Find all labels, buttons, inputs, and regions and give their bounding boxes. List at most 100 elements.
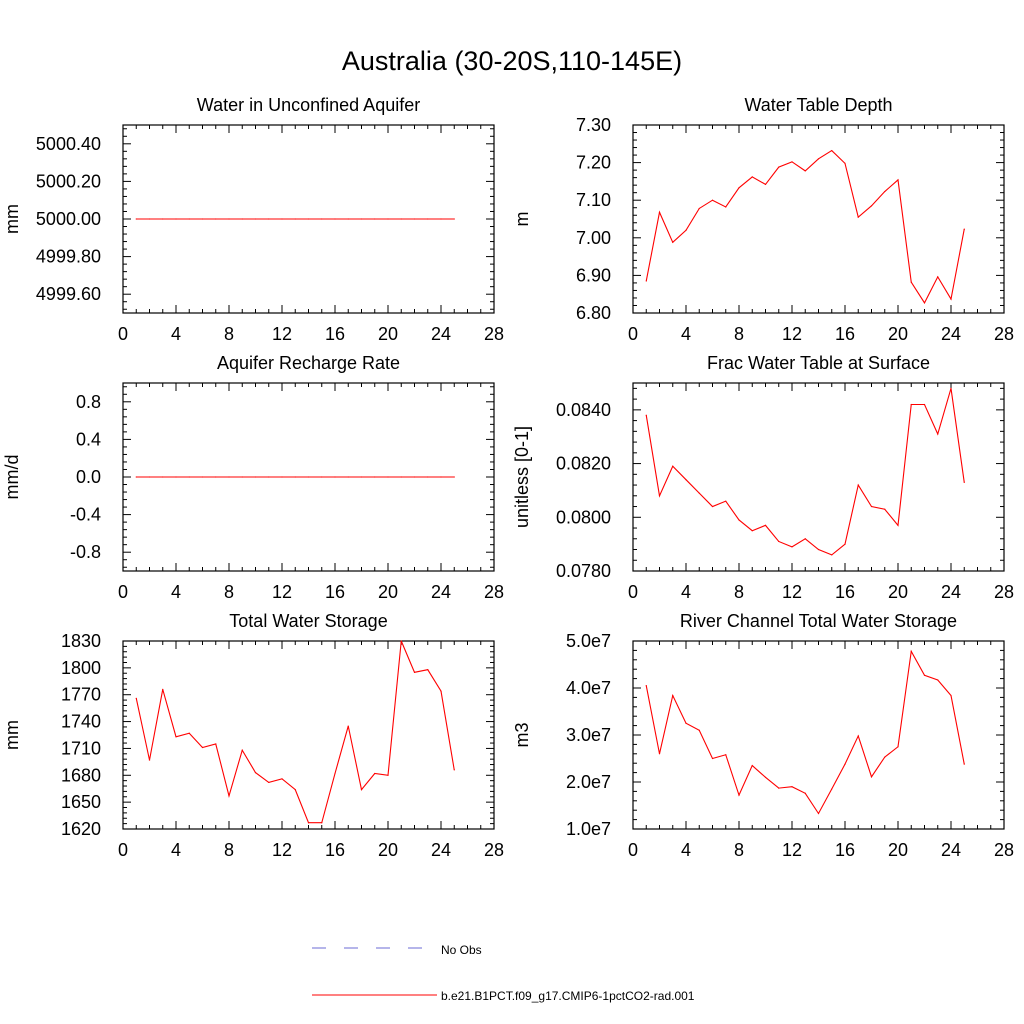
panel-4: Frac Water Table at Surface unitless [0-1… (512, 353, 1014, 602)
data-point (923, 302, 926, 304)
y-tick-label: 0.4 (76, 429, 101, 449)
data-point (268, 781, 270, 784)
panel-title: Water in Unconfined Aquifer (197, 95, 420, 115)
data-point (188, 732, 190, 734)
data-point (228, 218, 230, 220)
panel-2: Water Table Depth m 0 4 8 12 16 20 24 28 7.30 7.20 7… (512, 95, 1014, 344)
data-point (685, 229, 687, 231)
y-axis-label: mm (2, 720, 22, 750)
plot-frame (632, 640, 1005, 830)
data-point (884, 190, 886, 193)
x-tick-label: 20 (378, 582, 398, 602)
data-point (672, 465, 674, 467)
data-point (413, 671, 416, 673)
data-point (307, 822, 310, 824)
x-tick-label: 24 (941, 840, 961, 860)
data-point (162, 688, 164, 690)
y-tick-label: 1830 (61, 631, 101, 651)
x-tick-label: 28 (484, 324, 504, 344)
y-tick-label: 5.0e7 (566, 631, 611, 651)
data-point (201, 218, 204, 220)
panel-title: Aquifer Recharge Rate (217, 353, 400, 373)
data-point (268, 476, 270, 478)
data-point (427, 669, 429, 671)
data-point (844, 543, 846, 545)
data-point (711, 757, 714, 760)
x-tick-label: 0 (628, 582, 638, 602)
data-point (870, 205, 873, 207)
data-point (937, 679, 939, 681)
data-point (241, 749, 243, 751)
series-line (645, 149, 965, 304)
data-point (347, 218, 349, 220)
data-point (294, 218, 296, 220)
y-tick-label: 4999.80 (36, 247, 101, 267)
data-point (440, 218, 442, 220)
data-point (857, 735, 859, 737)
data-point (215, 476, 217, 478)
data-point (281, 476, 283, 478)
data-point (374, 476, 376, 478)
data-point (937, 433, 939, 435)
series-line (135, 640, 455, 824)
data-point (413, 218, 416, 220)
x-tick-label: 28 (994, 840, 1014, 860)
data-point (360, 789, 363, 791)
data-point (440, 690, 442, 692)
data-point (963, 228, 965, 230)
data-point (201, 746, 204, 749)
x-tick-label: 20 (888, 840, 908, 860)
data-point (778, 166, 780, 168)
data-point (645, 685, 647, 687)
x-tick-label: 16 (835, 582, 855, 602)
data-point (321, 218, 323, 220)
data-point (738, 187, 740, 189)
y-tick-label: 5000.40 (36, 134, 101, 154)
data-point (453, 218, 455, 220)
x-tick-label: 20 (888, 582, 908, 602)
series-line (645, 388, 965, 556)
data-point (135, 476, 137, 478)
data-point (831, 554, 833, 556)
y-axis-label: m (512, 212, 532, 227)
data-point (804, 538, 806, 540)
data-point (347, 476, 349, 478)
y-tick-label: 1620 (61, 819, 101, 839)
data-point (188, 218, 190, 220)
x-tick-label: 16 (325, 840, 345, 860)
panel-6: River Channel Total Water Storage m3 0 4 8 12… (512, 611, 1014, 860)
x-tick-label: 12 (272, 582, 292, 602)
data-point (162, 476, 164, 478)
x-tick-label: 12 (782, 840, 802, 860)
plot-frame (122, 640, 495, 830)
data-point (228, 476, 230, 478)
data-point (254, 772, 257, 774)
data-point (685, 722, 687, 724)
y-tick-label: 7.10 (576, 190, 611, 210)
x-tick-label: 0 (118, 840, 128, 860)
data-point (725, 500, 727, 502)
y-tick-label: 6.90 (576, 265, 611, 285)
data-point (658, 495, 661, 497)
data-point (698, 729, 700, 731)
x-tick-label: 12 (272, 840, 292, 860)
data-point (135, 697, 137, 699)
x-tick-label: 8 (734, 324, 744, 344)
data-point (685, 479, 687, 481)
panel-1: Water in Unconfined Aquifer mm 0 4 8 12 16 20 24… (2, 95, 504, 344)
data-point (791, 786, 793, 788)
x-tick-label: 16 (325, 324, 345, 344)
data-point (374, 218, 376, 220)
y-tick-label: 1.0e7 (566, 819, 611, 839)
y-tick-label: 7.00 (576, 228, 611, 248)
data-point (698, 492, 700, 494)
data-point (413, 476, 416, 478)
main-title: Australia (30-20S,110-145E) (341, 46, 683, 76)
y-axis-label: unitless [0-1] (512, 426, 532, 528)
y-tick-label: -0.8 (70, 542, 101, 562)
data-point (672, 694, 674, 697)
y-tick-label: 1650 (61, 792, 101, 812)
x-tick-label: 8 (224, 582, 234, 602)
y-axis-label: mm/d (2, 455, 22, 500)
data-point (725, 206, 727, 208)
